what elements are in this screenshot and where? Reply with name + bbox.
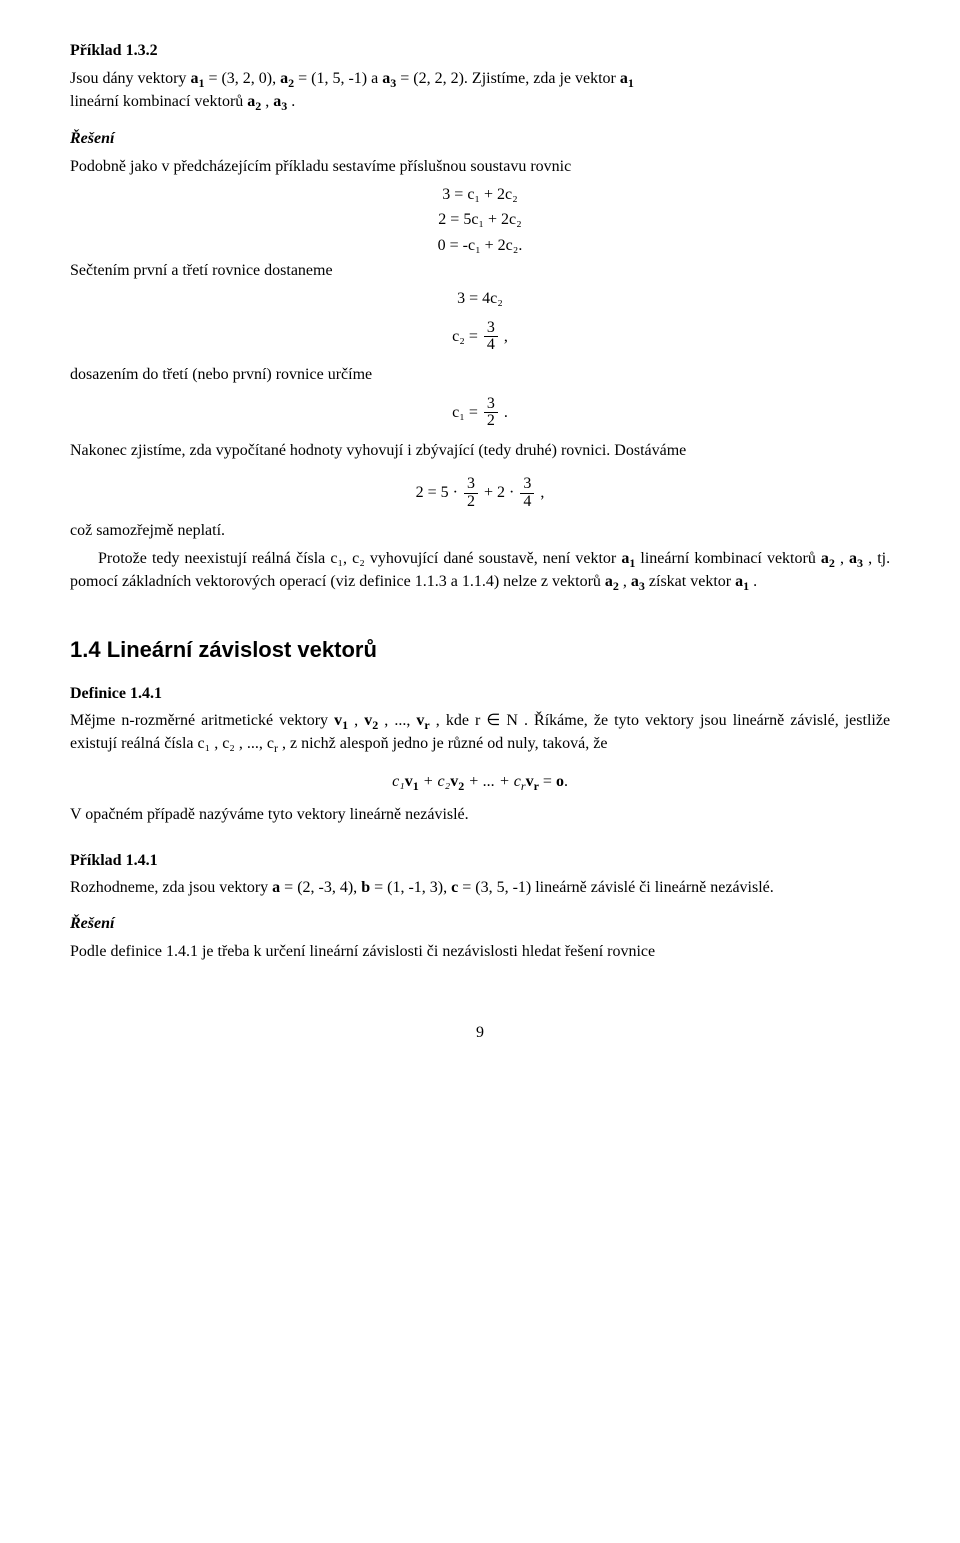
equation: c₁ = 3 2 . [70,396,890,431]
equation: 3 = c₁ + 2c₂ [70,184,890,206]
solution-heading: Řešení [70,915,114,932]
definition-body: Mějme n-rozměrné aritmetické vektory v1 … [70,710,890,757]
vec-v2: v2 [364,712,378,729]
text: lineární kombinací vektorů [640,550,820,567]
vec-a2: a2 [605,573,619,590]
fraction-3-4: 3 4 [484,320,498,355]
example-heading: Příklad 1.4.1 [70,852,158,869]
paragraph: Protože tedy neexistují reálná čísla c₁,… [70,548,890,595]
text-line: Nakonec zjistíme, zda vypočítané hodnoty… [70,440,890,462]
vec-a2: a2 [280,70,294,87]
vec-c: c [451,879,458,896]
text-line: což samozřejmě neplatí. [70,520,890,542]
definition-heading: Definice 1.4.1 [70,685,162,702]
vec-vr: vr [416,712,429,729]
text: , [840,550,849,567]
fraction-3-2: 3 2 [464,476,478,511]
vec-a1: a1 [190,70,204,87]
text: Protože tedy neexistují reálná čísla c₁,… [98,550,621,567]
vec-a3: a3 [382,70,396,87]
vec-a: a [272,879,280,896]
text: = (3, 5, -1) lineárně závislé či lineárn… [462,879,774,896]
vec-a3: a3 [849,550,863,567]
text: = (2, 2, 2). Zjistíme, zda je vektor [400,70,620,87]
page-number: 9 [70,1022,890,1044]
equation: c₂ = 3 4 , [70,320,890,355]
text: = (1, 5, -1) a [298,70,382,87]
solution-heading: Řešení [70,130,114,147]
section-heading: 1.4 Lineární závislost vektorů [70,635,890,665]
paragraph: Rozhodneme, zda jsou vektory a = (2, -3,… [70,877,890,899]
text: . [753,573,757,590]
equation: c₁v1 + c₂v2 + ... + crvr = o. [70,771,890,794]
equation: 3 = 4c₂ [70,288,890,310]
text: = (1, -1, 3), [374,879,451,896]
text: Mějme n-rozměrné aritmetické vektory [70,712,334,729]
text: , ..., [384,712,416,729]
vec-a1: a1 [621,550,635,567]
text-line: dosazením do třetí (nebo první) rovnice … [70,364,890,386]
text-line: Podobně jako v předcházejícím příkladu s… [70,156,890,178]
text: = (3, 2, 0), [208,70,280,87]
text: lineární kombinací vektorů [70,93,247,110]
text: získat vektor [649,573,735,590]
vec-b: b [361,879,370,896]
text: , z nichž alespoň jedno je různé od nuly… [282,735,608,752]
vec-v1: v1 [334,712,348,729]
vec-a2: a2 [821,550,835,567]
equation: 0 = -c₁ + 2c₂. [70,235,890,257]
vec-a1: a1 [735,573,749,590]
text: , [354,712,364,729]
vec-a3: a3 [273,93,287,110]
text: . [291,93,295,110]
vec-a1: a1 [620,70,634,87]
fraction-3-4: 3 4 [520,476,534,511]
vec-a2: a2 [247,93,261,110]
fraction-3-2: 3 2 [484,396,498,431]
example-intro: Jsou dány vektory a1 = (3, 2, 0), a2 = (… [70,68,890,115]
equation: 2 = 5 · 3 2 + 2 · 3 4 , [70,476,890,511]
text: Rozhodneme, zda jsou vektory [70,879,272,896]
text: = (2, -3, 4), [284,879,361,896]
text: , [623,573,631,590]
text-line: Podle definice 1.4.1 je třeba k určení l… [70,941,890,963]
text-line: V opačném případě nazýváme tyto vektory … [70,804,890,826]
vec-a3: a3 [631,573,645,590]
example-heading: Příklad 1.3.2 [70,42,158,59]
text-line: Sečtením první a třetí rovnice dostaneme [70,260,890,282]
equation: 2 = 5c₁ + 2c₂ [70,209,890,231]
text: Jsou dány vektory [70,70,190,87]
